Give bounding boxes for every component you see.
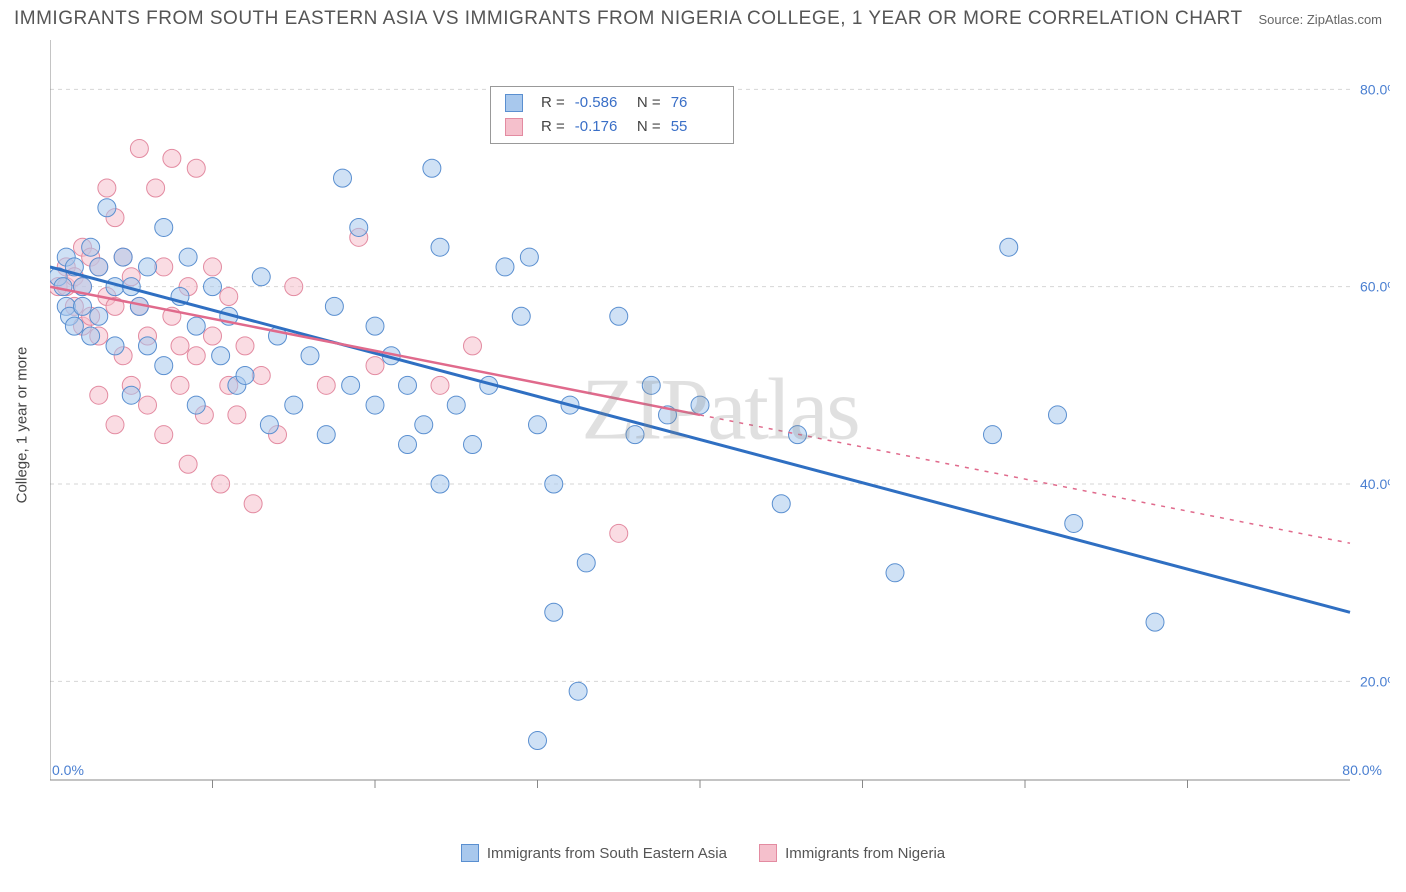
legend-R: -0.586 bbox=[575, 91, 623, 115]
legend-N: 55 bbox=[671, 115, 719, 139]
y-axis-label: College, 1 year or more bbox=[14, 347, 31, 504]
svg-text:40.0%: 40.0% bbox=[1360, 476, 1390, 492]
legend-swatch-blue bbox=[461, 844, 479, 862]
legend-item: Immigrants from Nigeria bbox=[759, 844, 945, 862]
chart-title: IMMIGRANTS FROM SOUTH EASTERN ASIA VS IM… bbox=[14, 8, 1243, 30]
chart-area: College, 1 year or more 20.0%40.0%60.0%8… bbox=[50, 40, 1390, 810]
chart-source: Source: ZipAtlas.com bbox=[1258, 12, 1382, 27]
chart-header: IMMIGRANTS FROM SOUTH EASTERN ASIA VS IM… bbox=[0, 0, 1406, 30]
x-axis-min-label: 0.0% bbox=[52, 762, 84, 778]
legend-series: Immigrants from South Eastern Asia Immig… bbox=[0, 844, 1406, 866]
legend-row: R = -0.176 N = 55 bbox=[505, 115, 719, 139]
legend-item: Immigrants from South Eastern Asia bbox=[461, 844, 727, 862]
legend-stats: R = -0.586 N = 76 R = -0.176 N = 55 bbox=[490, 86, 734, 144]
svg-text:60.0%: 60.0% bbox=[1360, 279, 1390, 295]
svg-text:80.0%: 80.0% bbox=[1360, 81, 1390, 97]
scatter-chart: 20.0% 40.0% 60.0% 80.0% bbox=[50, 40, 1390, 810]
legend-swatch-blue bbox=[505, 94, 523, 112]
x-axis-max-label: 80.0% bbox=[1342, 762, 1382, 778]
legend-N: 76 bbox=[671, 91, 719, 115]
legend-swatch-pink bbox=[759, 844, 777, 862]
legend-label: Immigrants from Nigeria bbox=[785, 845, 945, 862]
legend-row: R = -0.586 N = 76 bbox=[505, 91, 719, 115]
svg-text:20.0%: 20.0% bbox=[1360, 673, 1390, 689]
legend-swatch-pink bbox=[505, 118, 523, 136]
legend-R: -0.176 bbox=[575, 115, 623, 139]
legend-label: Immigrants from South Eastern Asia bbox=[487, 845, 727, 862]
